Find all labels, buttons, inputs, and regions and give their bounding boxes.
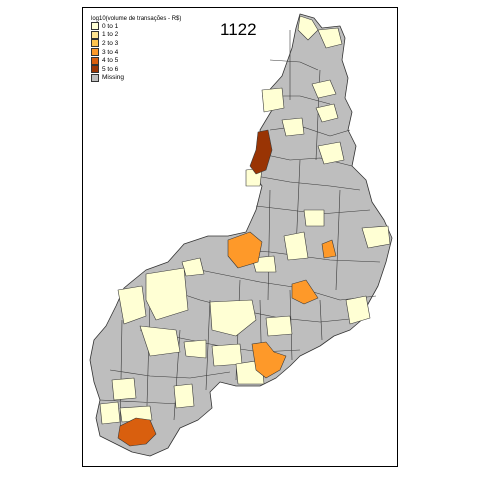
- legend-label: 2 to 3: [102, 39, 119, 47]
- region-0to1: [117, 285, 147, 325]
- legend-item: 1 to 2: [91, 30, 181, 40]
- legend-item: 3 to 4: [91, 48, 181, 57]
- legend-label: 3 to 4: [102, 48, 119, 56]
- region-0to1: [283, 231, 309, 261]
- region-0to1: [317, 141, 345, 165]
- legend-swatch: [91, 39, 99, 48]
- legend-item: 5 to 6: [91, 65, 181, 74]
- region-0to1: [111, 377, 137, 401]
- legend-label: 5 to 6: [102, 65, 119, 73]
- region-0to1: [139, 325, 181, 357]
- region-0to1: [297, 15, 319, 41]
- legend-swatch: [91, 30, 99, 39]
- region-0to1: [317, 27, 343, 49]
- legend-swatch: [91, 22, 99, 31]
- map-legend: log10(volume de transações - R$) 0 to 1 …: [91, 16, 181, 82]
- legend-title: log10(volume de transações - R$): [91, 16, 182, 22]
- legend-swatch: [91, 65, 99, 74]
- region-0to1: [173, 383, 195, 409]
- region-0to1: [99, 401, 121, 425]
- legend-label: Missing: [102, 74, 125, 82]
- region-0to1: [145, 267, 189, 321]
- legend-label: 4 to 5: [102, 57, 119, 65]
- region-0to1: [345, 295, 371, 325]
- region-0to1: [211, 343, 243, 367]
- region-3to4: [251, 341, 287, 379]
- region-0to1: [311, 79, 337, 99]
- region-0to1: [261, 87, 285, 113]
- region-0to1: [209, 299, 257, 337]
- region-0to1: [315, 103, 339, 123]
- region-3to4: [291, 279, 319, 305]
- region-0to1: [181, 257, 205, 277]
- region-3to4: [321, 239, 337, 259]
- region-0to1: [119, 405, 153, 423]
- legend-item: Missing: [91, 73, 181, 83]
- region-0to1: [361, 225, 391, 249]
- region-3to4: [227, 231, 263, 269]
- region-4to5: [117, 417, 157, 447]
- legend-item: 4 to 5: [91, 56, 181, 65]
- legend-label: 0 to 1: [102, 22, 119, 30]
- region-0to1: [303, 209, 325, 227]
- region-5to6: [249, 129, 273, 175]
- region-0to1: [265, 315, 293, 337]
- legend-swatch: [91, 73, 99, 82]
- legend-label: 1 to 2: [102, 31, 119, 39]
- legend-swatch: [91, 56, 99, 65]
- region-0to1: [281, 117, 305, 137]
- legend-swatch: [91, 48, 99, 57]
- legend-item: 0 to 1: [91, 22, 181, 31]
- map-title: 1122: [220, 20, 257, 39]
- region-0to1: [183, 339, 207, 359]
- legend-item: 2 to 3: [91, 39, 181, 48]
